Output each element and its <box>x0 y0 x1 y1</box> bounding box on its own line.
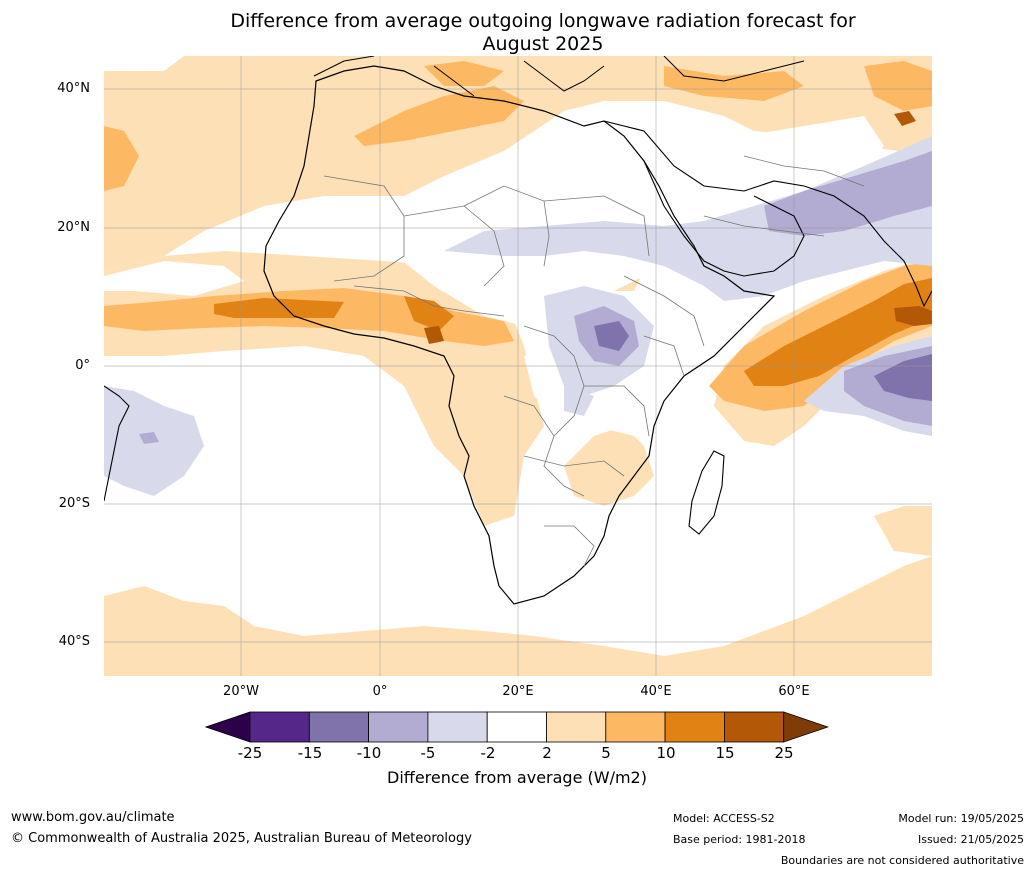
title-line-1: Difference from average outgoing longwav… <box>230 10 856 32</box>
lat-label-40n: 40°N <box>57 81 90 96</box>
lon-label-20e: 20°E <box>502 684 534 699</box>
lat-label-20n: 20°N <box>57 220 90 235</box>
colorbar-tick-label: 5 <box>601 744 611 762</box>
colorbar-tick-label: 10 <box>656 744 676 762</box>
colorbar-tick-label: -15 <box>297 744 323 762</box>
footer-issued: Issued: 21/05/2025 <box>917 833 1024 846</box>
title-line-2: August 2025 <box>482 33 604 55</box>
colorbar-segment <box>724 711 785 743</box>
colorbar-segment <box>308 711 370 743</box>
colorbar-segment <box>664 711 725 743</box>
colorbar-tick-label: 25 <box>774 744 794 762</box>
lat-label-0: 0° <box>75 358 90 373</box>
colorbar-extend-max <box>783 711 829 743</box>
positive-anomaly-very-strong <box>424 111 932 344</box>
lon-label-20w: 20°W <box>223 684 259 699</box>
africa-coastline <box>263 65 776 605</box>
colorbar-segment <box>605 711 666 743</box>
footer-model: Model: ACCESS-S2 <box>673 812 775 825</box>
map-panel: 40°N 20°N 0° 20°S 40°S <box>57 56 932 676</box>
footer-copyright: © Commonwealth of Australia 2025, Austra… <box>11 831 472 846</box>
colorbar-tick-label: -10 <box>356 744 382 762</box>
positive-anomaly-strong <box>214 278 932 386</box>
colorbar-tick-label: 2 <box>542 744 552 762</box>
footer-url[interactable]: www.bom.gov.au/climate <box>11 810 175 825</box>
chart-title: Difference from average outgoing longwav… <box>0 10 1035 56</box>
colorbar-label: Difference from average (W/m2) <box>387 768 647 787</box>
map-svg <box>104 56 932 676</box>
map-gridlines <box>104 56 932 676</box>
footer-model-run: Model run: 19/05/2025 <box>898 812 1024 825</box>
footer-disclaimer: Boundaries are not considered authoritat… <box>780 854 1024 867</box>
lat-label-20s: 20°S <box>58 496 90 511</box>
arabia-coastline <box>603 120 932 308</box>
colorbar-extend-min <box>205 711 251 743</box>
colorbar-tick-label: -2 <box>480 744 496 762</box>
colorbar-tick-label: -25 <box>237 744 263 762</box>
lon-label-0: 0° <box>372 684 388 699</box>
colorbar-segment <box>486 711 547 743</box>
colorbar-tick-label: -5 <box>420 744 436 762</box>
colorbar <box>205 711 829 743</box>
lat-label-40s: 40°S <box>58 634 90 649</box>
madagascar-outline <box>688 450 725 535</box>
europe-coastline <box>313 56 805 97</box>
colorbar-segment <box>368 711 429 743</box>
colorbar-segment <box>249 711 310 743</box>
colorbar-segment <box>427 711 488 743</box>
footer-base-period: Base period: 1981-2018 <box>673 833 806 846</box>
country-borders <box>323 155 865 567</box>
lon-label-40e: 40°E <box>640 684 672 699</box>
colorbar-segment <box>546 711 607 743</box>
lon-label-60e: 60°E <box>778 684 810 699</box>
south-america-coastline <box>104 385 130 502</box>
colorbar-tick-label: 15 <box>715 744 735 762</box>
